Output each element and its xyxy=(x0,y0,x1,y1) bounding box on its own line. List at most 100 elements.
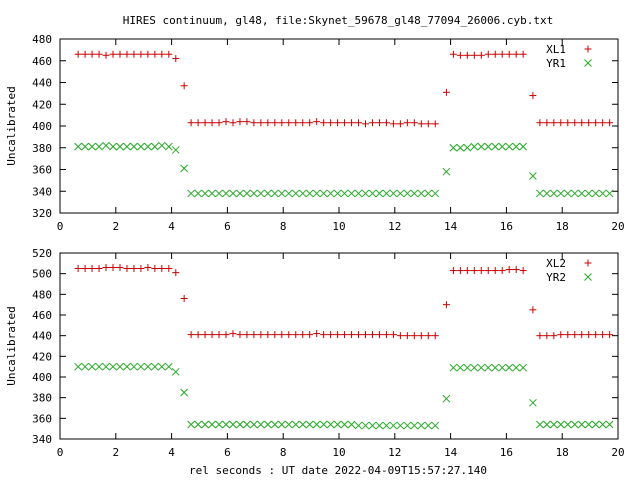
data-point-yr1 xyxy=(144,142,152,151)
x-tick-label: 12 xyxy=(388,220,401,233)
y-tick-label: 360 xyxy=(32,412,52,425)
marker-stroke xyxy=(236,420,244,429)
data-point-xl2 xyxy=(187,331,195,339)
data-point-xl2 xyxy=(571,331,579,339)
data-point-xl2 xyxy=(368,331,376,339)
data-point-yr1 xyxy=(171,146,180,154)
data-point-yr2 xyxy=(291,420,300,429)
data-point-xl2 xyxy=(327,331,335,339)
data-point-yr2 xyxy=(536,420,544,429)
data-point-xl2 xyxy=(292,331,300,339)
data-point-yr1 xyxy=(319,189,328,198)
data-point-yr1 xyxy=(529,172,537,180)
data-point-xl2 xyxy=(456,267,464,275)
data-point-xl2 xyxy=(505,266,513,274)
marker-stroke xyxy=(354,421,363,430)
x-tick-label: 8 xyxy=(280,446,287,459)
marker-stroke xyxy=(584,189,593,198)
data-point-xl1 xyxy=(417,120,425,128)
data-point-yr2 xyxy=(250,420,258,429)
marker-stroke xyxy=(144,362,152,371)
data-point-xl1 xyxy=(327,119,335,127)
marker-stroke xyxy=(250,420,258,429)
marker-stroke xyxy=(222,420,230,429)
marker-stroke xyxy=(354,189,363,198)
data-point-yr1 xyxy=(264,189,272,198)
data-point-xl1 xyxy=(599,119,607,127)
data-point-yr1 xyxy=(491,142,500,151)
data-point-yr1 xyxy=(563,189,572,198)
data-point-yr2 xyxy=(180,388,189,397)
y-tick-label: 360 xyxy=(32,164,52,177)
data-point-xl2 xyxy=(463,267,471,275)
data-point-xl2 xyxy=(484,267,492,275)
marker-stroke xyxy=(109,362,117,371)
data-point-yr1 xyxy=(208,189,216,198)
marker-stroke xyxy=(333,420,342,429)
data-point-xl2 xyxy=(470,267,478,275)
data-point-yr2 xyxy=(88,362,96,371)
marker-stroke xyxy=(563,189,572,198)
data-point-yr2 xyxy=(81,362,89,371)
marker-stroke xyxy=(449,143,458,152)
y-tick-label: 400 xyxy=(32,371,52,384)
y-axis-label: Uncalibrated xyxy=(5,86,18,165)
data-point-yr1 xyxy=(484,142,493,151)
marker-stroke xyxy=(201,420,209,429)
data-point-xl1 xyxy=(109,50,117,58)
data-point-yr2 xyxy=(529,398,537,407)
marker-stroke xyxy=(484,142,493,151)
data-point-yr1 xyxy=(257,189,265,198)
data-point-yr1 xyxy=(449,143,458,152)
data-point-xl1 xyxy=(477,51,485,59)
marker-stroke xyxy=(291,420,300,429)
data-point-xl1 xyxy=(271,119,279,127)
data-point-xl2 xyxy=(592,331,600,339)
marker-stroke xyxy=(498,142,507,151)
data-point-yr1 xyxy=(424,189,433,198)
data-point-xl1 xyxy=(442,88,450,96)
marker-stroke xyxy=(270,189,279,198)
data-point-yr2 xyxy=(570,420,579,429)
marker-stroke xyxy=(215,420,223,429)
data-point-xl2 xyxy=(477,267,485,275)
marker-stroke xyxy=(512,142,521,151)
data-point-yr1 xyxy=(109,142,117,151)
data-point-yr1 xyxy=(305,189,314,198)
data-point-yr1 xyxy=(95,142,103,151)
data-point-xl2 xyxy=(375,331,383,339)
marker-stroke xyxy=(491,363,500,372)
data-point-yr1 xyxy=(556,189,565,198)
marker-stroke xyxy=(298,420,307,429)
data-point-xl1 xyxy=(299,119,307,127)
data-point-xl1 xyxy=(389,120,397,128)
y-tick-label: 420 xyxy=(32,98,52,111)
plot-frame xyxy=(59,252,619,440)
data-point-yr1 xyxy=(463,143,472,152)
data-point-yr1 xyxy=(519,142,527,151)
data-point-yr2 xyxy=(164,362,173,371)
data-point-yr1 xyxy=(598,189,607,198)
data-point-xl1 xyxy=(396,120,404,128)
x-axis-label: rel seconds : UT date 2022-04-09T15:57:2… xyxy=(189,464,487,477)
x-tick-label: 16 xyxy=(500,220,513,233)
marker-stroke xyxy=(130,362,138,371)
marker-stroke xyxy=(368,189,377,198)
data-point-yr2 xyxy=(264,420,272,429)
data-point-yr2 xyxy=(477,363,486,372)
x-tick-label: 4 xyxy=(168,220,175,233)
data-point-yr2 xyxy=(347,420,356,429)
data-point-xl2 xyxy=(222,331,230,339)
data-point-yr1 xyxy=(222,189,230,198)
data-point-yr1 xyxy=(431,189,440,198)
y-tick-label: 400 xyxy=(32,120,52,133)
data-point-xl1 xyxy=(165,50,173,58)
marker-stroke xyxy=(417,189,426,198)
data-point-xl1 xyxy=(368,119,376,127)
data-point-yr2 xyxy=(361,421,370,430)
marker-stroke xyxy=(456,363,465,372)
data-point-xl1 xyxy=(250,119,258,127)
marker-stroke xyxy=(417,421,426,430)
data-point-yr2 xyxy=(591,420,600,429)
